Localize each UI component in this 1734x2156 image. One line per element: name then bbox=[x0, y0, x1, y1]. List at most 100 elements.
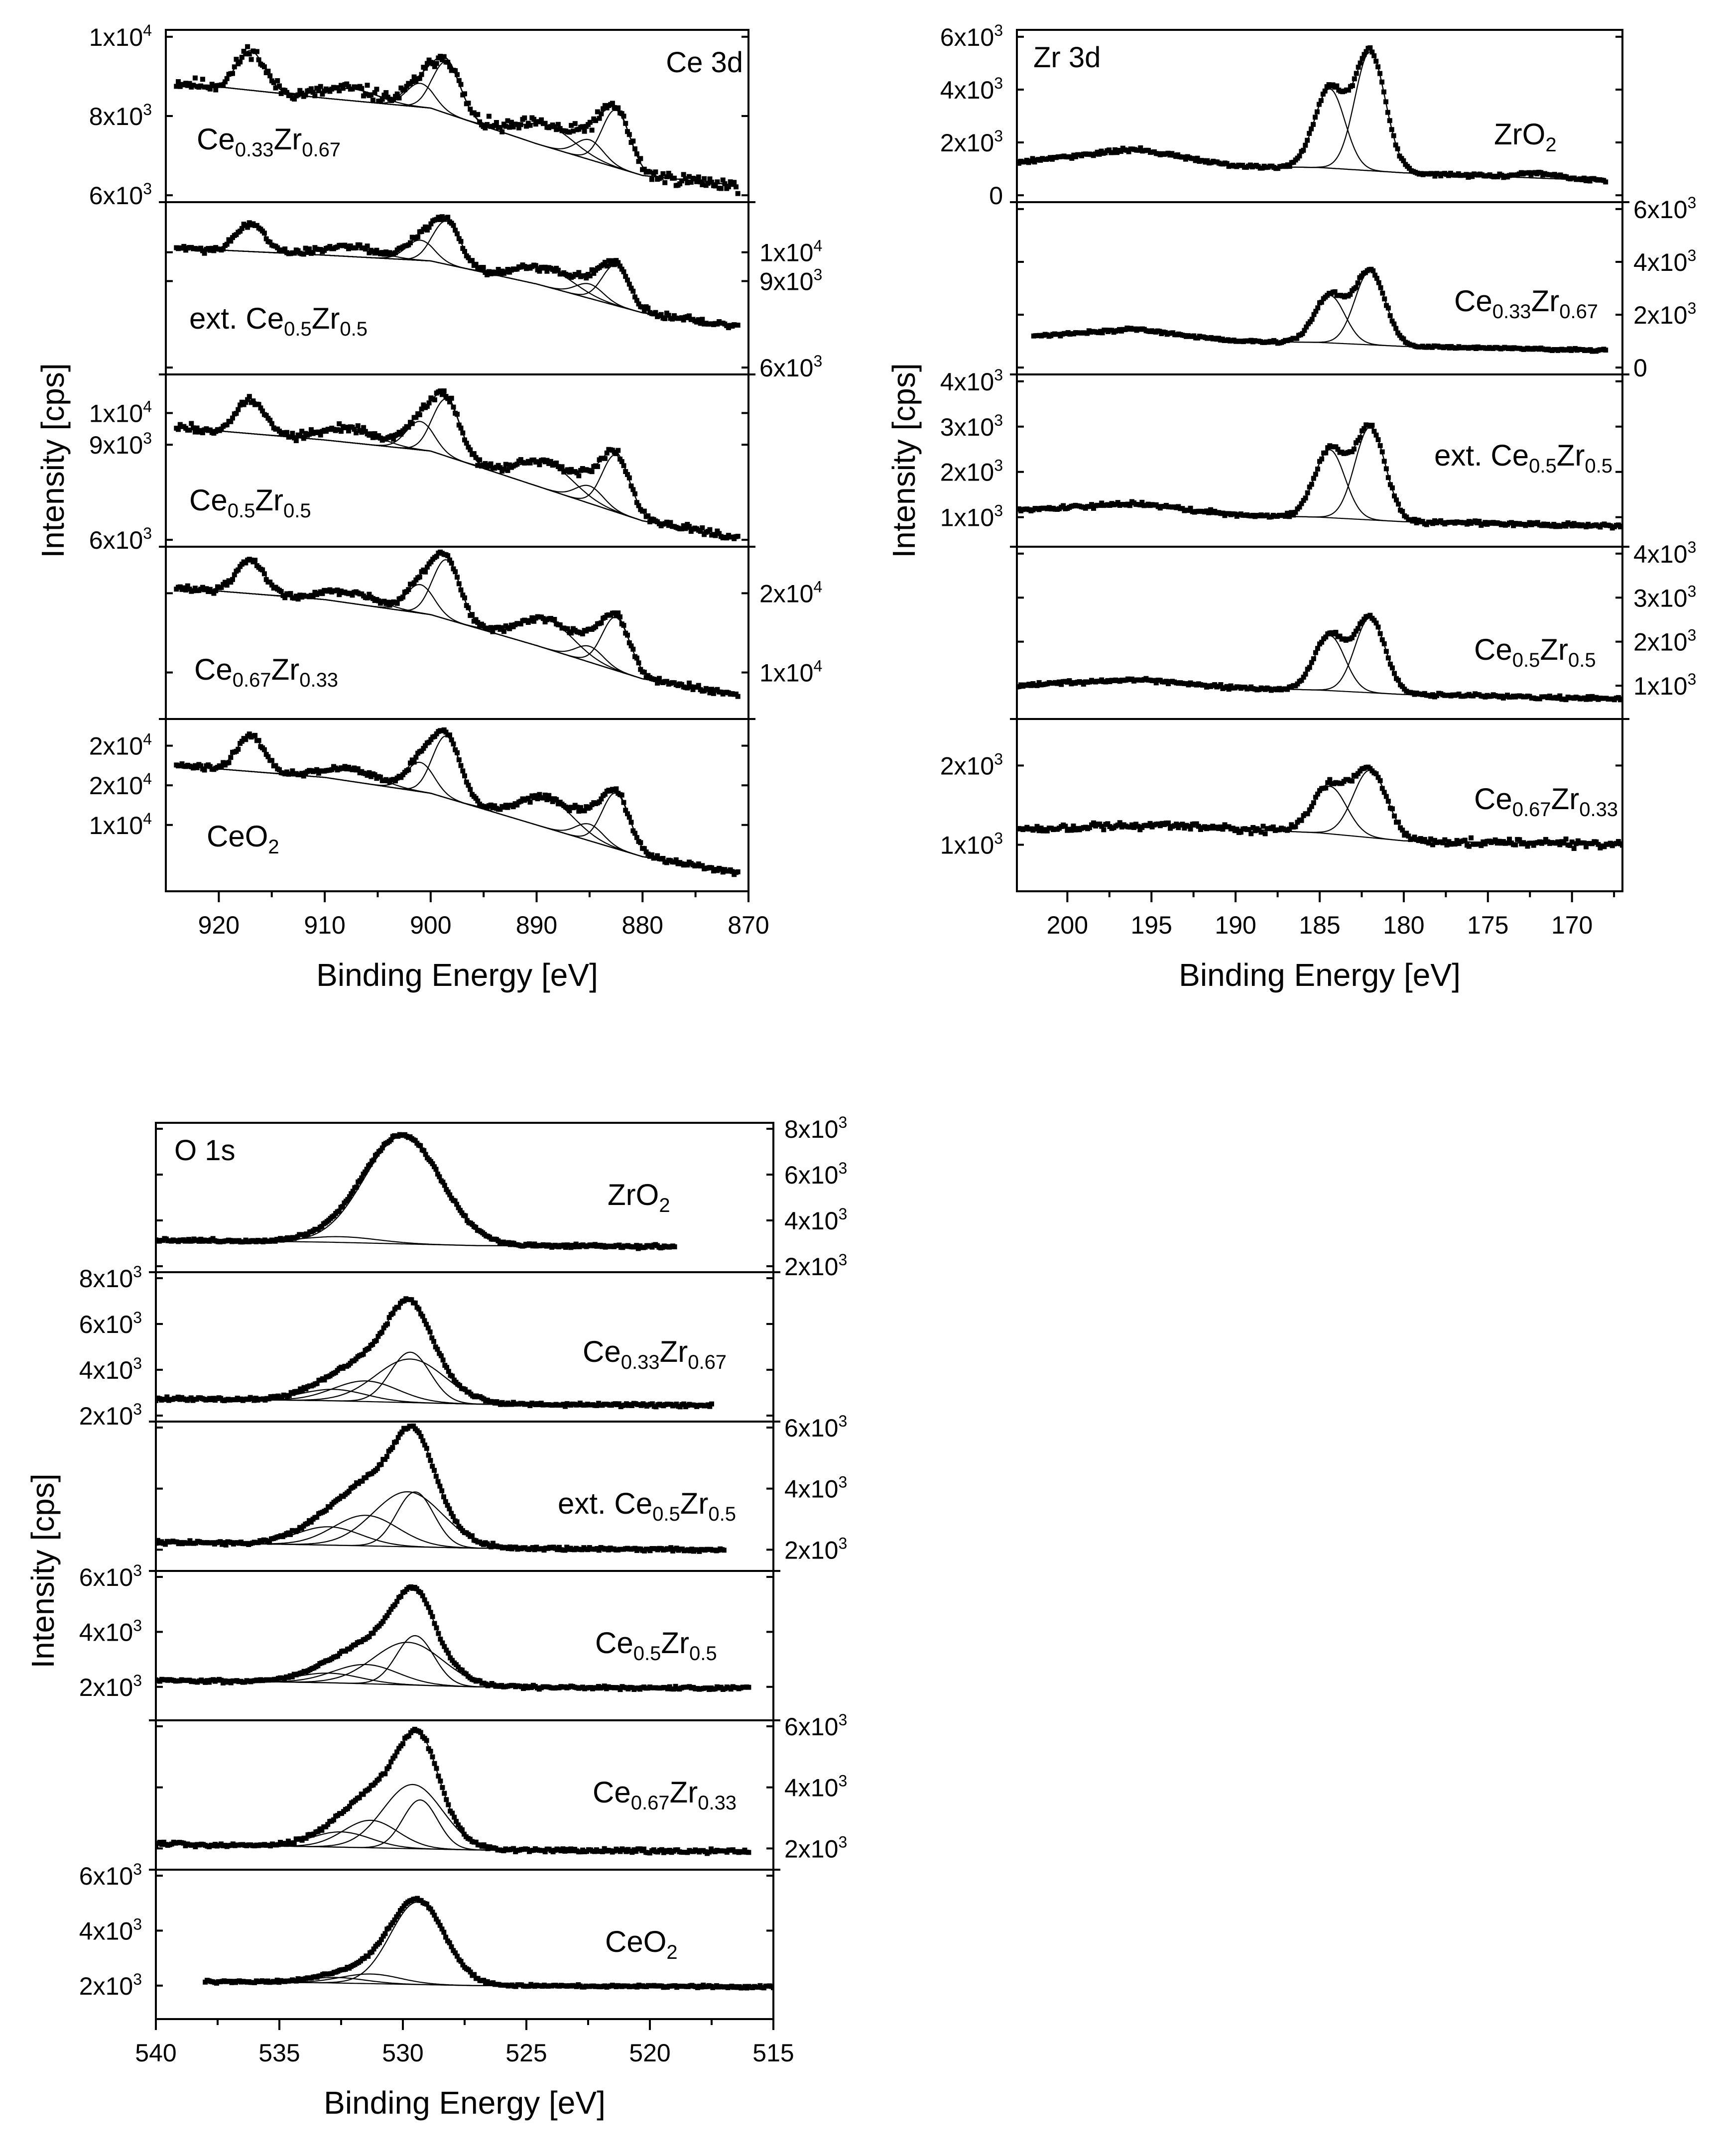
y-tick-label: 2x104 bbox=[759, 578, 822, 607]
data-point bbox=[1603, 179, 1609, 185]
data-point bbox=[442, 1183, 447, 1188]
o1s-ce05zr05-fit-curves bbox=[156, 1586, 749, 1689]
data-point bbox=[628, 643, 634, 649]
data-point bbox=[625, 632, 630, 638]
data-point bbox=[396, 1912, 401, 1917]
data-point bbox=[582, 128, 587, 134]
data-point bbox=[388, 1607, 394, 1612]
data-point bbox=[664, 174, 669, 179]
data-point bbox=[1262, 831, 1268, 837]
data-point bbox=[713, 183, 718, 189]
data-point bbox=[1444, 842, 1450, 847]
data-point bbox=[1305, 137, 1310, 143]
data-point bbox=[185, 1541, 191, 1546]
data-point bbox=[430, 61, 436, 67]
data-point bbox=[308, 1519, 314, 1525]
data-point bbox=[439, 392, 445, 397]
zr3d-ce067zr033-data-points bbox=[1017, 764, 1622, 851]
data-point bbox=[1036, 828, 1042, 834]
data-point bbox=[299, 771, 305, 776]
data-point bbox=[610, 101, 615, 106]
data-point bbox=[486, 114, 492, 119]
data-point bbox=[434, 554, 439, 559]
data-point bbox=[454, 1519, 460, 1525]
data-point bbox=[1412, 516, 1417, 522]
data-point bbox=[447, 1506, 452, 1512]
data-point bbox=[1313, 472, 1318, 477]
data-point bbox=[473, 796, 479, 801]
data-point bbox=[422, 1597, 427, 1603]
data-point bbox=[668, 520, 673, 525]
data-point bbox=[1246, 827, 1252, 832]
ce3d-chart: 1x1048x1036x103Ce0.33Zr0.671x1049x1036x1… bbox=[35, 21, 822, 993]
data-point bbox=[569, 122, 574, 128]
data-point bbox=[1304, 324, 1309, 330]
data-point bbox=[1356, 438, 1361, 443]
data-point bbox=[1584, 844, 1589, 849]
data-point bbox=[316, 88, 321, 94]
y-tick-label: 8x103 bbox=[79, 1263, 142, 1293]
data-point bbox=[1392, 493, 1397, 499]
data-point bbox=[372, 1780, 378, 1786]
data-point bbox=[636, 301, 641, 307]
data-point bbox=[1295, 681, 1300, 687]
data-point bbox=[535, 459, 540, 465]
data-point bbox=[445, 396, 451, 401]
data-point bbox=[267, 580, 273, 585]
sample-label: ZrO2 bbox=[1494, 118, 1557, 156]
data-point bbox=[464, 779, 469, 785]
data-point bbox=[544, 458, 550, 463]
data-point bbox=[559, 464, 565, 470]
data-point bbox=[301, 436, 306, 441]
data-point bbox=[462, 91, 467, 97]
data-point bbox=[1283, 513, 1288, 519]
data-point bbox=[1335, 447, 1341, 452]
data-point bbox=[1176, 825, 1181, 831]
data-point bbox=[1067, 678, 1072, 684]
data-point bbox=[267, 73, 273, 79]
data-point bbox=[1234, 827, 1239, 832]
data-point bbox=[174, 84, 179, 89]
data-point bbox=[1376, 280, 1381, 285]
data-point bbox=[299, 429, 305, 434]
data-point bbox=[1354, 628, 1359, 634]
data-point bbox=[1452, 841, 1458, 847]
data-point bbox=[438, 1636, 443, 1642]
data-point bbox=[369, 1949, 374, 1955]
data-point bbox=[1302, 328, 1307, 333]
data-point bbox=[303, 92, 308, 98]
data-point bbox=[400, 1741, 405, 1746]
data-point bbox=[453, 569, 458, 575]
data-point bbox=[552, 124, 557, 129]
data-point bbox=[1582, 840, 1587, 845]
data-point bbox=[527, 618, 533, 623]
data-point bbox=[363, 1169, 368, 1175]
x-tick-label: 880 bbox=[622, 911, 663, 939]
data-point bbox=[267, 1540, 272, 1545]
data-point bbox=[371, 1157, 376, 1163]
data-point bbox=[1309, 126, 1314, 131]
data-point bbox=[626, 475, 632, 480]
data-point bbox=[299, 91, 305, 96]
data-point bbox=[398, 775, 404, 780]
data-point bbox=[522, 115, 527, 120]
data-point bbox=[1373, 771, 1379, 777]
data-point bbox=[460, 593, 466, 598]
data-point bbox=[662, 180, 668, 185]
data-point bbox=[497, 125, 503, 130]
zr3d-ce033zr067-data-points bbox=[1031, 266, 1609, 354]
data-point bbox=[497, 271, 503, 276]
data-point bbox=[372, 772, 377, 777]
data-point bbox=[394, 1599, 400, 1604]
data-point bbox=[596, 1548, 602, 1553]
data-point bbox=[572, 121, 578, 126]
data-point bbox=[1363, 49, 1369, 54]
data-point bbox=[245, 44, 250, 49]
data-point bbox=[425, 1325, 431, 1330]
data-point bbox=[456, 422, 462, 428]
data-point bbox=[337, 592, 342, 598]
data-point bbox=[293, 594, 299, 599]
data-point bbox=[473, 1224, 479, 1230]
